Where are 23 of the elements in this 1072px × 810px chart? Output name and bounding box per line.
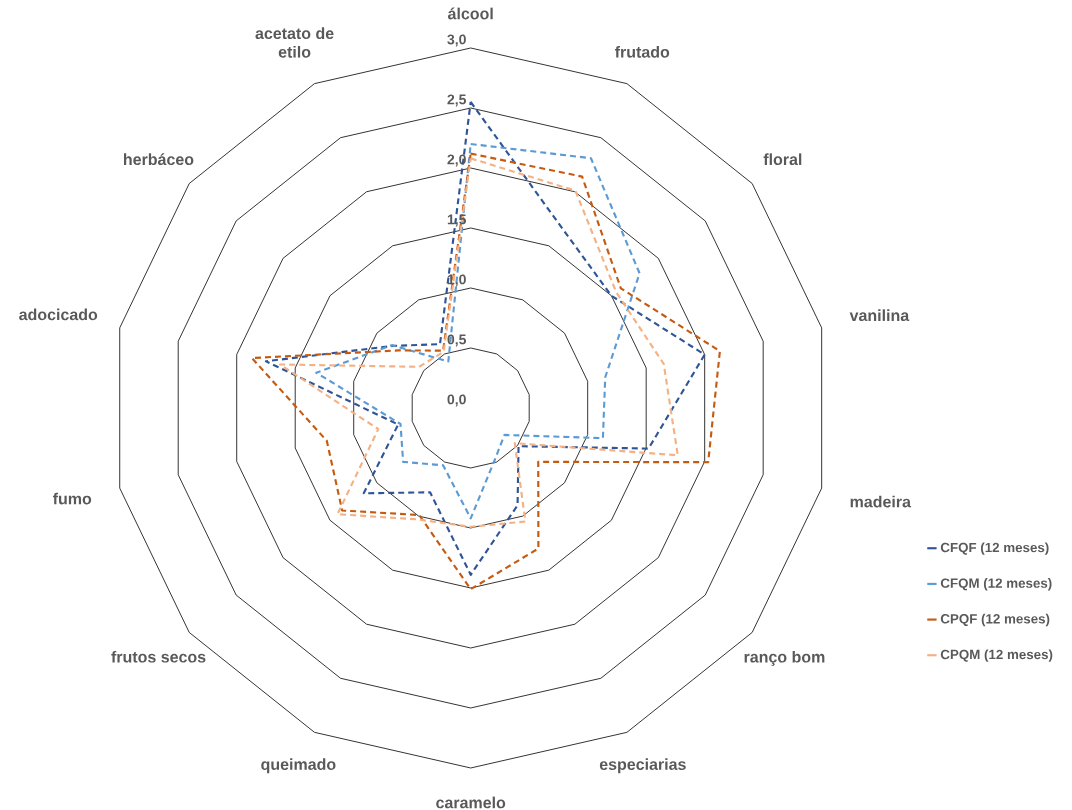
- spoke-label: caramelo: [436, 796, 506, 809]
- legend-label: CFQF (12 meses): [940, 542, 1049, 555]
- spoke-label: floral: [763, 153, 802, 166]
- spoke-label: madeira: [850, 495, 912, 508]
- spoke-label: adocicado: [19, 308, 98, 321]
- y-tick-label: 2,5: [447, 94, 467, 107]
- spoke-label: vanilina: [849, 309, 910, 322]
- spoke-label: fumo: [52, 492, 92, 505]
- legend-label: CPQF (12 meses): [940, 613, 1050, 627]
- spoke-label: frutos secos: [111, 651, 206, 663]
- spoke-label: queimado: [261, 758, 336, 774]
- y-tick-label: 0,5: [447, 334, 467, 347]
- y-tick-label: 0,0: [447, 394, 466, 407]
- y-tick-label: 3,0: [447, 34, 466, 47]
- spoke-label: ranço bom: [744, 651, 825, 666]
- spoke-label: especiarias: [599, 758, 686, 774]
- y-tick-label: 2,0: [447, 154, 466, 167]
- spoke-label: herbáceo: [124, 153, 194, 166]
- spoke-label: álcool: [447, 7, 493, 20]
- spoke-label: acetato de etilo: [255, 27, 334, 58]
- legend-label: CPQM (12 meses): [940, 649, 1053, 662]
- legend-label: CFQM (12 meses): [940, 578, 1052, 591]
- spoke-label: frutado: [614, 46, 670, 58]
